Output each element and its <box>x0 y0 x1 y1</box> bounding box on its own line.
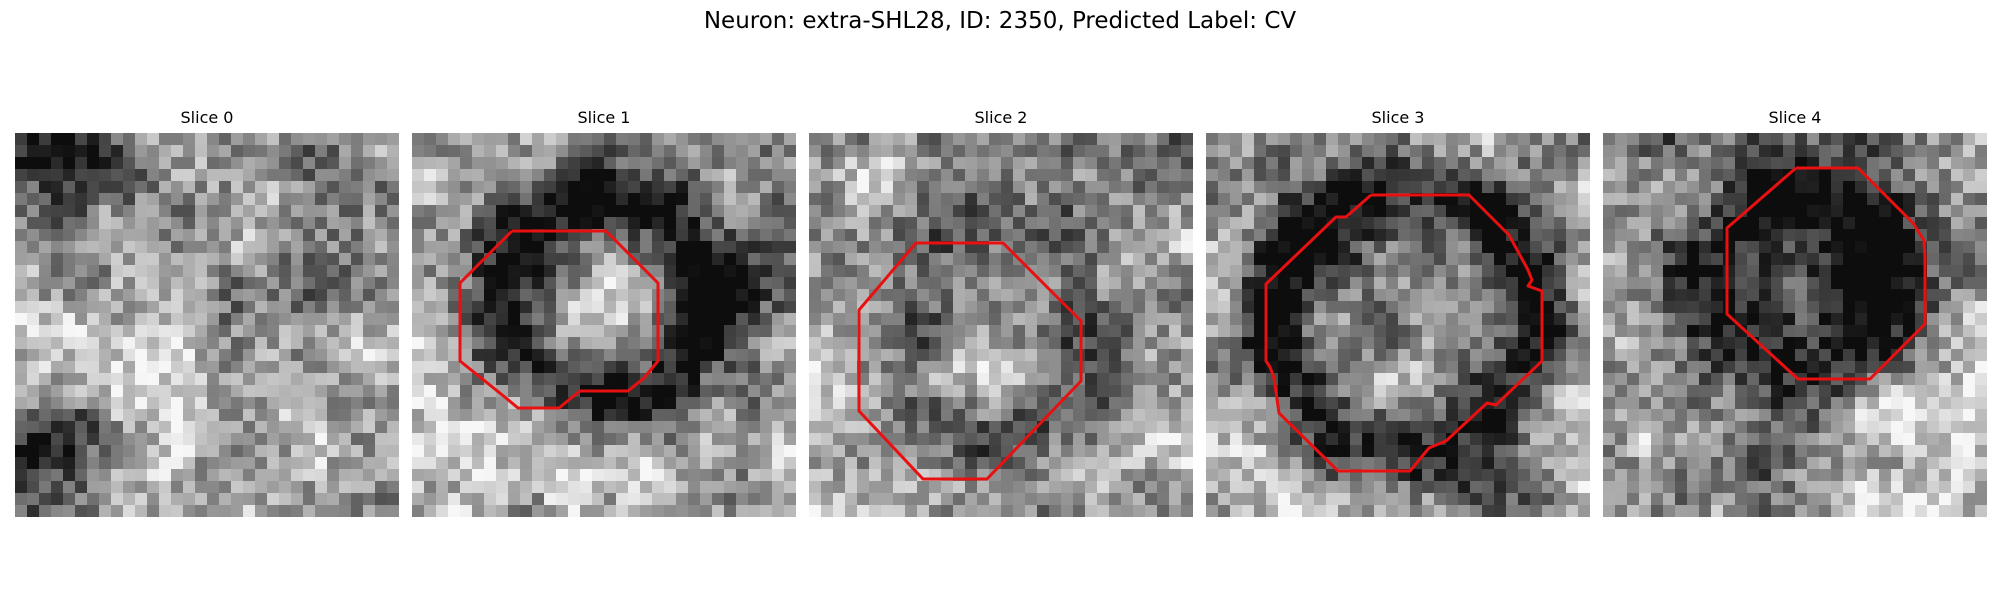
slice-title-2: Slice 2 <box>974 108 1028 127</box>
slice-title-3: Slice 3 <box>1371 108 1425 127</box>
slice-image-4 <box>1603 133 1987 517</box>
slice-title-4: Slice 4 <box>1768 108 1822 127</box>
slice-title-0: Slice 0 <box>180 108 234 127</box>
slice-image-2 <box>809 133 1193 517</box>
slice-title-1: Slice 1 <box>577 108 631 127</box>
slice-image-1 <box>412 133 796 517</box>
figure-title: Neuron: extra-SHL28, ID: 2350, Predicted… <box>703 8 1297 34</box>
slice-image-0 <box>15 133 399 517</box>
slice-image-3 <box>1206 133 1590 517</box>
roi-outline-4 <box>1725 166 1927 381</box>
roi-outline-2 <box>857 241 1083 481</box>
roi-outline-3 <box>1264 193 1544 473</box>
roi-outline-1 <box>458 229 660 410</box>
